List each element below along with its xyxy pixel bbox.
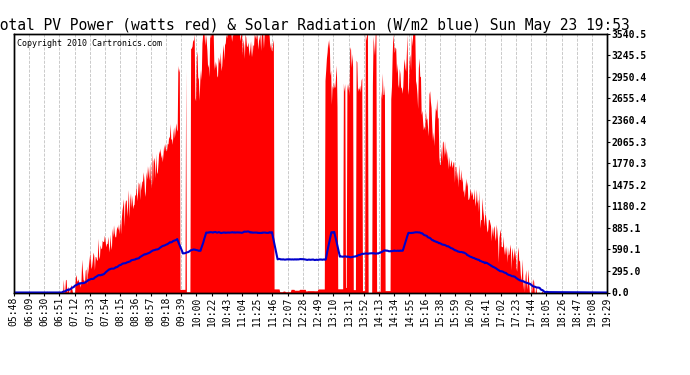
Title: Total PV Power (watts red) & Solar Radiation (W/m2 blue) Sun May 23 19:53: Total PV Power (watts red) & Solar Radia…: [0, 18, 630, 33]
Text: Copyright 2010 Cartronics.com: Copyright 2010 Cartronics.com: [17, 39, 161, 48]
